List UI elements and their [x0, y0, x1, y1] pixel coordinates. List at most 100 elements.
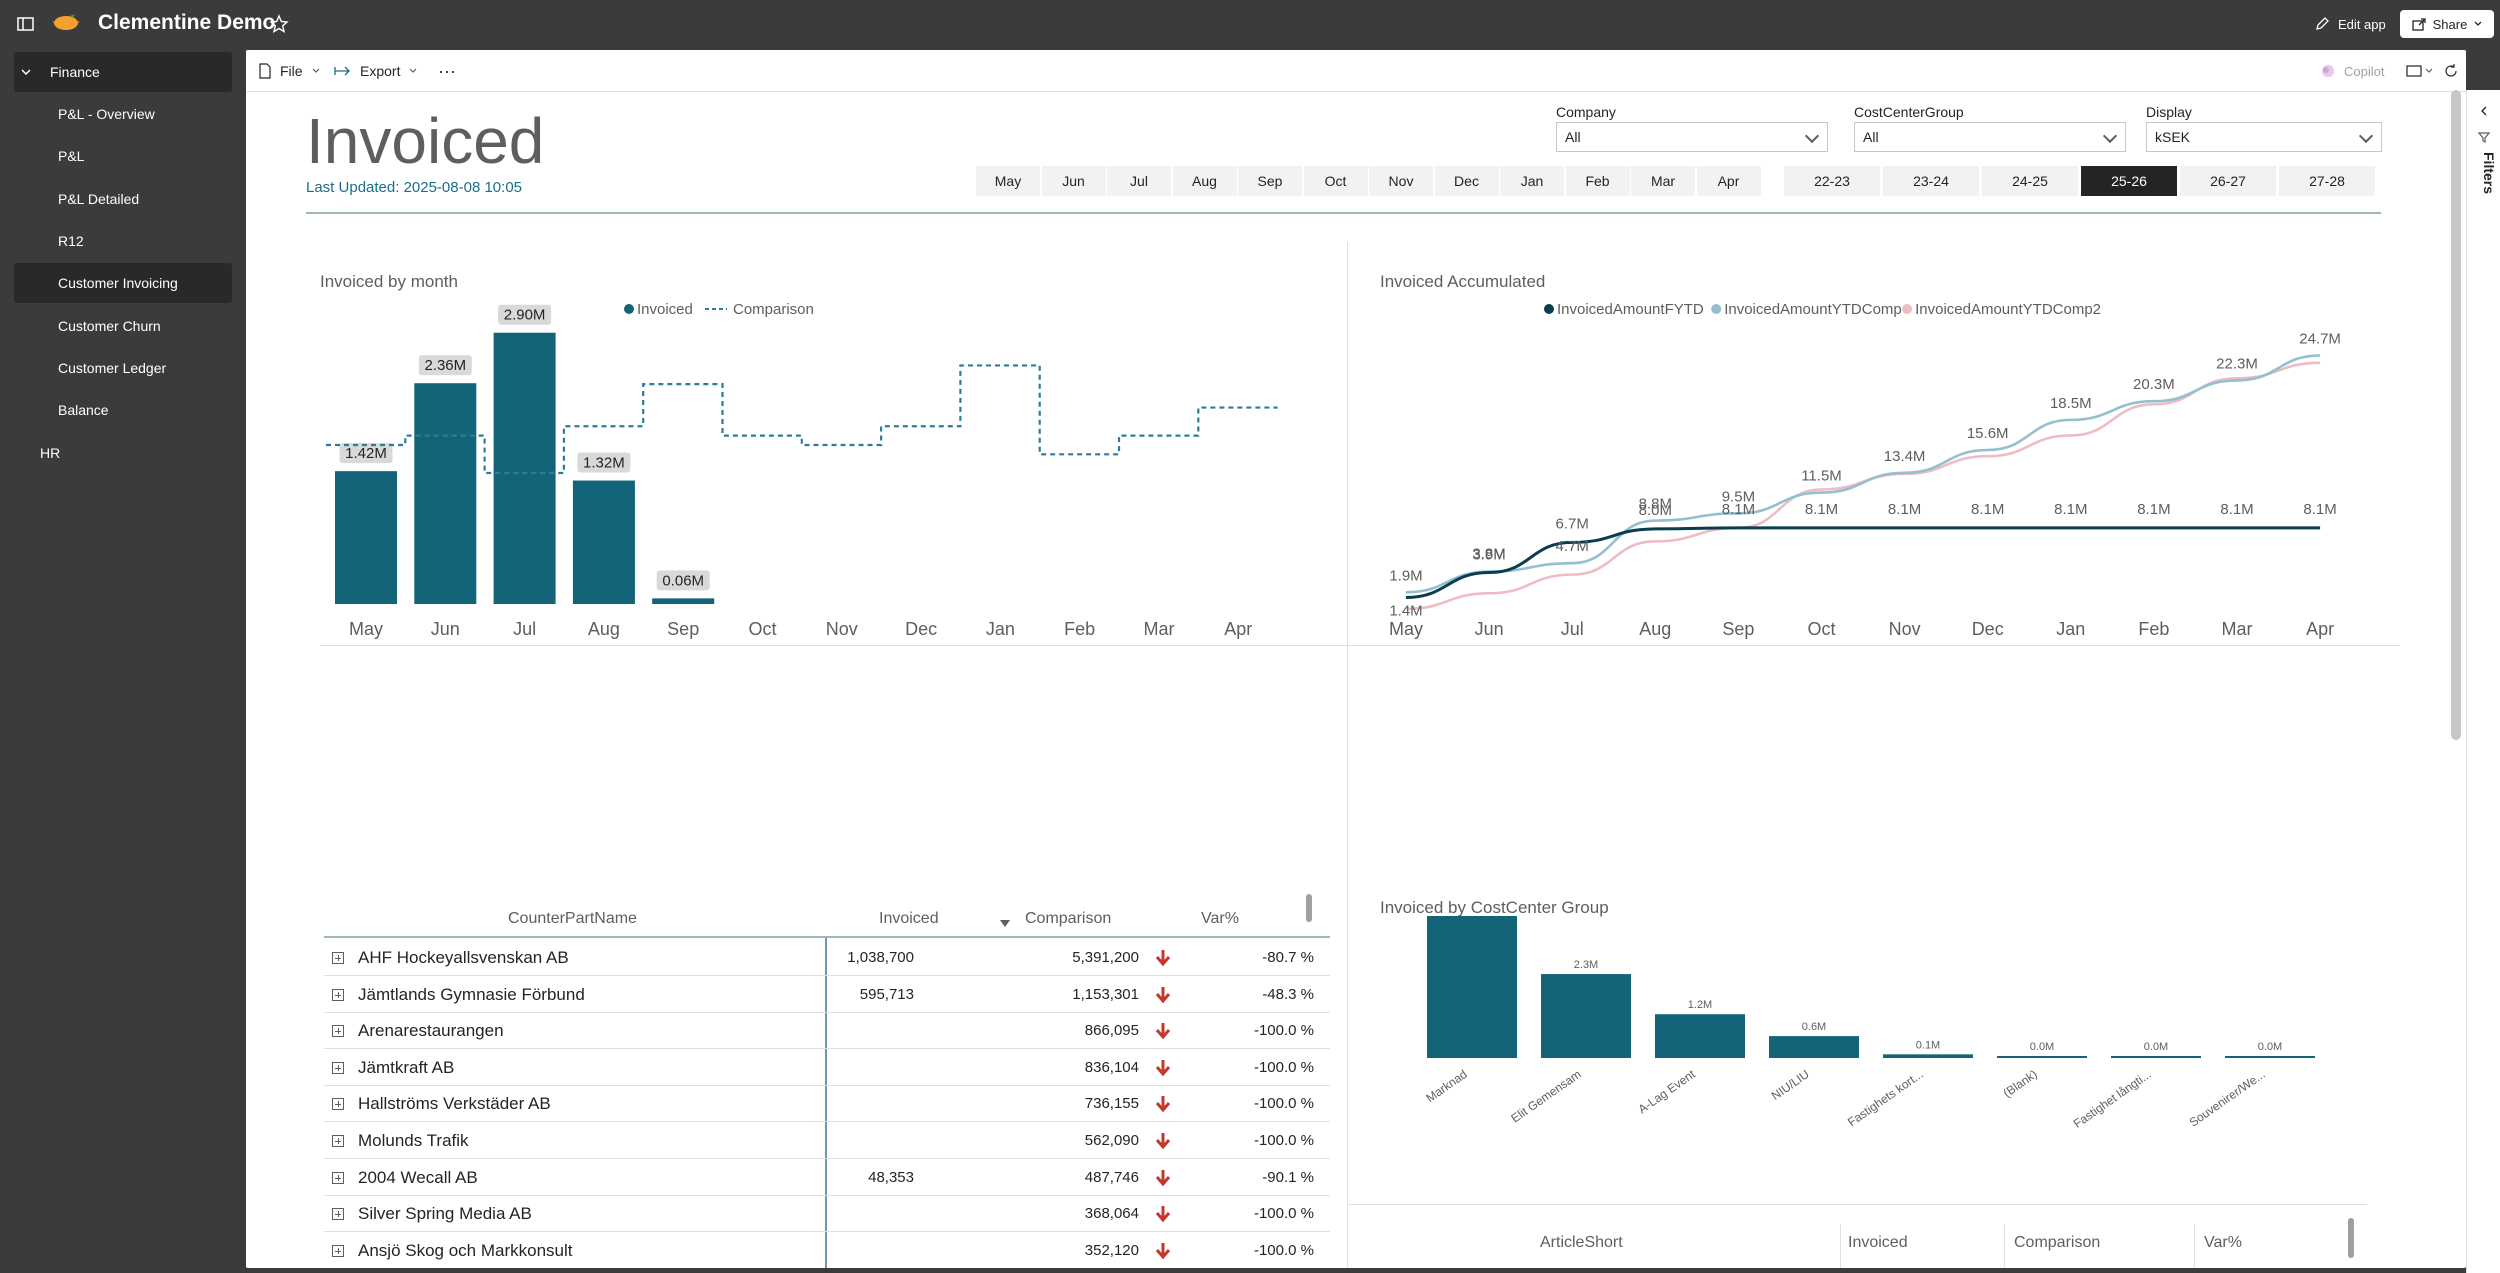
copilot-button[interactable]: Copilot — [2320, 50, 2384, 92]
display-dropdown[interactable]: kSEK — [2146, 122, 2382, 152]
table-row[interactable]: 2004 Wecall AB 48,353 487,746 -90.1 % — [324, 1160, 1330, 1196]
expand-icon[interactable] — [332, 952, 344, 964]
sidebar-item-customer-invoicing[interactable]: Customer Invoicing — [14, 263, 232, 303]
refresh-button[interactable] — [2444, 50, 2458, 92]
sidebar-toggle-icon[interactable] — [15, 13, 37, 35]
sidebar-item-pl-detailed[interactable]: P&L Detailed — [14, 179, 232, 219]
table-row[interactable]: Jämtkraft AB 836,104 -100.0 % — [324, 1050, 1330, 1086]
expand-icon[interactable] — [332, 1098, 344, 1111]
sidebar-group-finance[interactable]: Finance — [14, 52, 232, 92]
month-button[interactable]: Jun — [1041, 166, 1106, 196]
more-options-button[interactable]: ··· — [438, 50, 456, 92]
month-button[interactable]: Apr — [1696, 166, 1761, 196]
table-scrollbar[interactable] — [1306, 894, 1312, 922]
month-button[interactable]: Feb — [1565, 166, 1630, 196]
table-row[interactable]: Molunds Trafik 562,090 -100.0 % — [324, 1123, 1330, 1159]
table-row[interactable]: Arenarestaurangen 866,095 -100.0 % — [324, 1013, 1330, 1050]
x-tick-label: Jan — [2056, 619, 2085, 639]
month-button[interactable]: Nov — [1369, 166, 1433, 196]
col-header-counterpart[interactable]: CounterPartName — [508, 910, 637, 927]
x-tick-label: Aug — [1639, 619, 1671, 639]
table-row[interactable]: Ansjö Skog och Markkonsult 352,120 -100.0 … — [324, 1233, 1330, 1268]
expand-icon[interactable] — [332, 1061, 344, 1074]
filters-pane[interactable] — [2466, 90, 2500, 1273]
year-button[interactable]: 25-26 — [2081, 166, 2177, 196]
sidebar-item-hr[interactable]: HR — [14, 433, 232, 473]
table-row[interactable]: Hallströms Verkstäder AB 736,155 -100.0 % — [324, 1086, 1330, 1123]
data-label: 2.90M — [504, 307, 546, 324]
col-header-invoiced[interactable]: Invoiced — [879, 910, 939, 927]
col-header-comparison[interactable]: Comparison — [1025, 910, 1112, 927]
export-menu[interactable]: Export — [334, 50, 418, 92]
bar — [1997, 1056, 2087, 1058]
var-value: -100.0 % — [1253, 1205, 1314, 1223]
table-row[interactable]: AHF Hockeyallsvenskan AB 1,038,700 5,391,2… — [324, 940, 1330, 976]
col-header-var[interactable]: Var% — [1201, 910, 1239, 927]
legend-label: InvoicedAmountFYTD — [1557, 301, 1704, 318]
expand-icon[interactable] — [332, 1135, 344, 1147]
share-button[interactable]: Share — [2400, 10, 2494, 38]
year-button[interactable]: 22-23 — [1784, 166, 1880, 196]
x-tick-label: Nov — [1889, 619, 1921, 639]
data-label: 1.9M — [1389, 567, 1422, 584]
expand-icon[interactable] — [332, 1171, 344, 1184]
month-button[interactable]: Mar — [1631, 166, 1695, 196]
table-scrollbar[interactable] — [2348, 1218, 2354, 1258]
sidebar-item-label: P&L — [58, 148, 85, 164]
data-label: 8.1M — [1888, 501, 1921, 518]
bar — [2111, 1056, 2201, 1058]
sidebar-item-balance[interactable]: Balance — [14, 390, 232, 430]
chart-title-invoiced-accumulated: Invoiced Accumulated — [1380, 272, 1546, 291]
chevron-down-icon — [1804, 128, 1820, 144]
month-button[interactable]: May — [976, 166, 1040, 196]
costcenter-dropdown[interactable]: All — [1854, 122, 2126, 152]
table-row[interactable]: Silver Spring Media AB 368,064 -100.0 % — [324, 1196, 1330, 1233]
x-tick-label: Mar — [1144, 619, 1175, 639]
year-button[interactable]: 24-25 — [1982, 166, 2078, 196]
month-button[interactable]: Jul — [1107, 166, 1171, 196]
edit-app-button[interactable]: Edit app — [2314, 12, 2386, 36]
sidebar-item-customer-churn[interactable]: Customer Churn — [14, 306, 232, 346]
data-label: 4.7M — [1556, 538, 1589, 555]
comparison-value: 1,153,301 — [1072, 985, 1139, 1003]
month-button[interactable]: Dec — [1434, 166, 1499, 196]
table-row[interactable]: Jämtlands Gymnasie Förbund 595,713 1,153,3… — [324, 977, 1330, 1013]
month-button[interactable]: Jan — [1500, 166, 1564, 196]
col-header-articleshort[interactable]: ArticleShort — [1540, 1234, 1623, 1251]
file-icon — [259, 63, 271, 79]
chart-title-costcenter: Invoiced by CostCenter Group — [1380, 898, 1609, 917]
month-button[interactable]: Aug — [1172, 166, 1237, 196]
month-button[interactable]: Sep — [1238, 166, 1302, 196]
col-header-comparison[interactable]: Comparison — [2014, 1234, 2101, 1251]
year-button[interactable]: 23-24 — [1883, 166, 1979, 196]
sidebar-item-pl-overview[interactable]: P&L - Overview — [14, 94, 232, 134]
data-label: 0.0M — [2144, 1041, 2168, 1053]
data-label-bg — [418, 355, 472, 376]
view-mode-button[interactable] — [2406, 50, 2434, 92]
expand-icon[interactable] — [332, 1025, 344, 1038]
expand-icon[interactable] — [332, 988, 344, 1001]
month-button[interactable]: Oct — [1303, 166, 1368, 196]
counterpart-name: Arenarestaurangen — [358, 1021, 504, 1041]
sidebar-item-r12[interactable]: R12 — [14, 221, 232, 261]
sidebar-item-customer-ledger[interactable]: Customer Ledger — [14, 348, 232, 388]
chevron-down-icon — [21, 69, 31, 76]
data-label: 1.42M — [345, 445, 387, 462]
company-dropdown[interactable]: All — [1556, 122, 1828, 152]
expand-icon[interactable] — [332, 1244, 344, 1257]
invoiced-value: 48,353 — [868, 1168, 914, 1186]
data-label: 3.9M — [1472, 547, 1505, 564]
col-header-invoiced[interactable]: Invoiced — [1848, 1234, 1908, 1251]
expand-icon[interactable] — [332, 1208, 344, 1221]
visual-divider — [320, 645, 2400, 646]
visual-divider — [1347, 242, 1348, 1268]
x-tick-label: Nov — [826, 619, 858, 639]
file-menu[interactable]: File — [258, 50, 321, 92]
year-button[interactable]: 26-27 — [2180, 166, 2276, 196]
sidebar-item-pl[interactable]: P&L — [14, 136, 232, 176]
col-header-var[interactable]: Var% — [2204, 1234, 2242, 1251]
collapse-chevron-icon[interactable] — [2477, 104, 2491, 118]
page-scrollbar[interactable] — [2451, 90, 2461, 740]
favorite-star-icon[interactable] — [268, 13, 290, 35]
year-button[interactable]: 27-28 — [2279, 166, 2375, 196]
